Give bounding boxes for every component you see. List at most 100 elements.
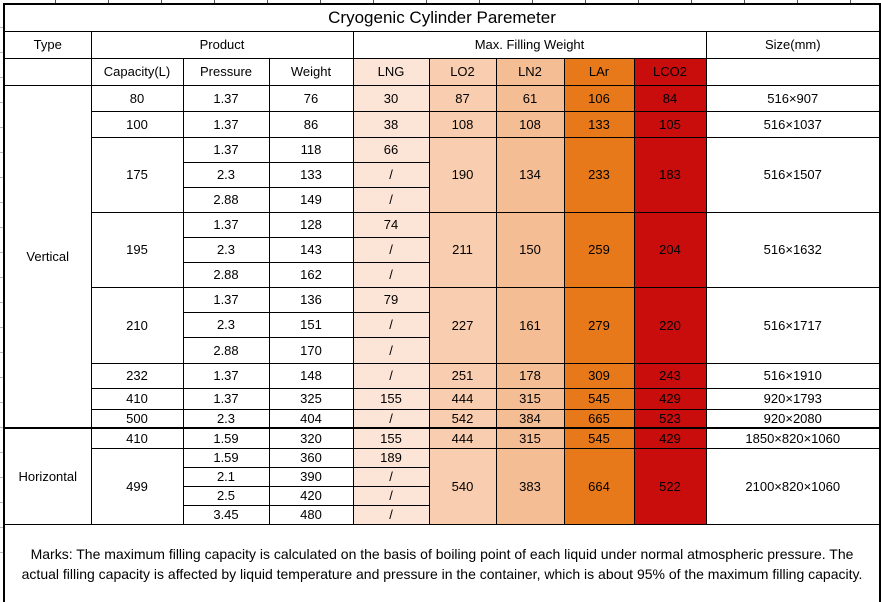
type-vertical-cell: Vertical [3,84,92,429]
cell-lo2: 542 [428,408,497,429]
cell-lco2: 183 [633,136,707,213]
header-weight: Weight [268,57,354,86]
marks-line-1: Marks: The maximum filling capacity is c… [30,545,826,562]
cell-capacity: 232 [90,362,184,389]
cell-size: 2100×820×1060 [705,447,881,525]
cell-size: 516×907 [705,84,881,112]
cell-capacity: 500 [90,408,184,429]
cell-lco2: 84 [633,84,707,112]
cell-lco2: 429 [633,387,707,410]
cell-lar: 106 [563,84,635,112]
cell-pressure: 2.3 [182,408,270,429]
cell-lng: 66 [352,136,430,163]
cell-weight: 76 [268,84,354,112]
header-max-filling-weight: Max. Filling Weight [352,30,707,59]
cell-weight: 320 [268,427,354,449]
marks-line-2: The actual filling capacity is affected … [21,545,863,582]
cell-weight: 133 [268,161,354,188]
cell-lco2: 220 [633,286,707,364]
cell-pressure: 2.3 [182,311,270,338]
cell-ln2: 161 [495,286,565,364]
cell-capacity: 195 [90,211,184,288]
header-type-empty-cell [3,57,92,86]
cell-lo2: 444 [428,387,497,410]
cell-lar: 309 [563,362,635,389]
cell-lng: / [352,504,430,525]
cell-lng: 189 [352,447,430,468]
cell-pressure: 1.37 [182,84,270,112]
cell-size: 516×1507 [705,136,881,213]
cell-lar: 664 [563,447,635,525]
cell-weight: 325 [268,387,354,410]
cell-weight: 151 [268,311,354,338]
cell-pressure: 2.88 [182,186,270,213]
table-row-v210-1: 210 1.37 136 79 227 161 279 220 516×1717 [4,286,881,364]
header-capacity: Capacity(L) [90,57,184,86]
cell-lar: 279 [563,286,635,364]
header-lar: LAr [563,57,635,86]
cell-lo2: 87 [428,84,497,112]
cell-pressure: 1.37 [182,136,270,163]
cell-pressure: 1.37 [182,387,270,410]
cell-lar: 665 [563,408,635,429]
cell-weight: 149 [268,186,354,213]
cell-weight: 170 [268,336,354,364]
table-row-v210-3: 2.88 170 / [4,336,880,364]
cell-capacity: 410 [90,427,184,449]
cell-weight: 118 [268,136,354,163]
cell-lar: 545 [563,427,635,449]
table-row-v195-3: 2.88 162 / [4,261,880,288]
cell-weight: 86 [268,110,354,138]
cell-weight: 148 [268,362,354,389]
cell-lar: 259 [563,211,635,288]
cell-size: 516×1717 [705,286,881,364]
table-row-v232: 232 1.37 148 / 251 178 309 243 516×1910 [4,362,881,389]
cell-pressure: 2.1 [182,466,270,487]
cell-capacity: 100 [90,110,184,138]
cell-lar: 133 [563,110,635,138]
table-row-v175-3: 2.88 149 / [4,186,880,213]
cell-weight: 390 [268,466,354,487]
page-title: Cryogenic Cylinder Paremeter [3,3,881,32]
cell-lng: / [352,236,430,263]
cell-weight: 360 [268,447,354,468]
header-row-columns: Capacity(L) Pressure Weight LNG LO2 LN2 … [3,57,881,86]
cell-lng: / [352,161,430,188]
cell-lco2: 243 [633,362,707,389]
cell-pressure: 1.59 [182,447,270,468]
cell-lco2: 204 [633,211,707,288]
cell-lng: / [352,336,430,364]
cell-pressure: 1.37 [182,211,270,238]
table-row-v175-2: 2.3 133 / [4,161,880,188]
cell-lco2: 522 [633,447,707,525]
cell-ln2: 108 [495,110,565,138]
cell-pressure: 2.3 [182,161,270,188]
cell-pressure: 3.45 [182,504,270,525]
cell-lng: 155 [352,387,430,410]
table-row-v500: 500 2.3 404 / 542 384 665 523 920×2080 [4,408,881,429]
cell-lng: / [352,362,430,389]
header-size-empty-cell [705,57,881,86]
cell-weight: 480 [268,504,354,525]
cell-capacity: 80 [90,84,184,112]
cell-pressure: 1.37 [182,362,270,389]
cell-lng: / [352,186,430,213]
cell-ln2: 61 [495,84,565,112]
table-row-v100: 100 1.37 86 38 108 108 133 105 516×1037 [4,110,881,138]
cell-ln2: 315 [495,427,565,449]
cell-pressure: 1.37 [182,286,270,313]
table-row-v410: 410 1.37 325 155 444 315 545 429 920×179… [4,387,881,410]
cell-ln2: 383 [495,447,565,525]
table-row-v80: Vertical 80 1.37 76 30 87 61 106 84 516×… [3,84,881,429]
cell-lo2: 540 [428,447,497,525]
cell-lng: 38 [352,110,430,138]
cell-lco2: 523 [633,408,707,429]
table-row-v210-2: 2.3 151 / [4,311,880,338]
cell-lo2: 108 [428,110,497,138]
spreadsheet-gridline-ticks-left [0,3,3,563]
cell-pressure: 2.88 [182,336,270,364]
marks-note: Marks: The maximum filling capacity is c… [3,523,881,602]
cell-pressure: 1.37 [182,110,270,138]
cell-pressure: 1.59 [182,427,270,449]
cell-pressure: 2.5 [182,485,270,506]
